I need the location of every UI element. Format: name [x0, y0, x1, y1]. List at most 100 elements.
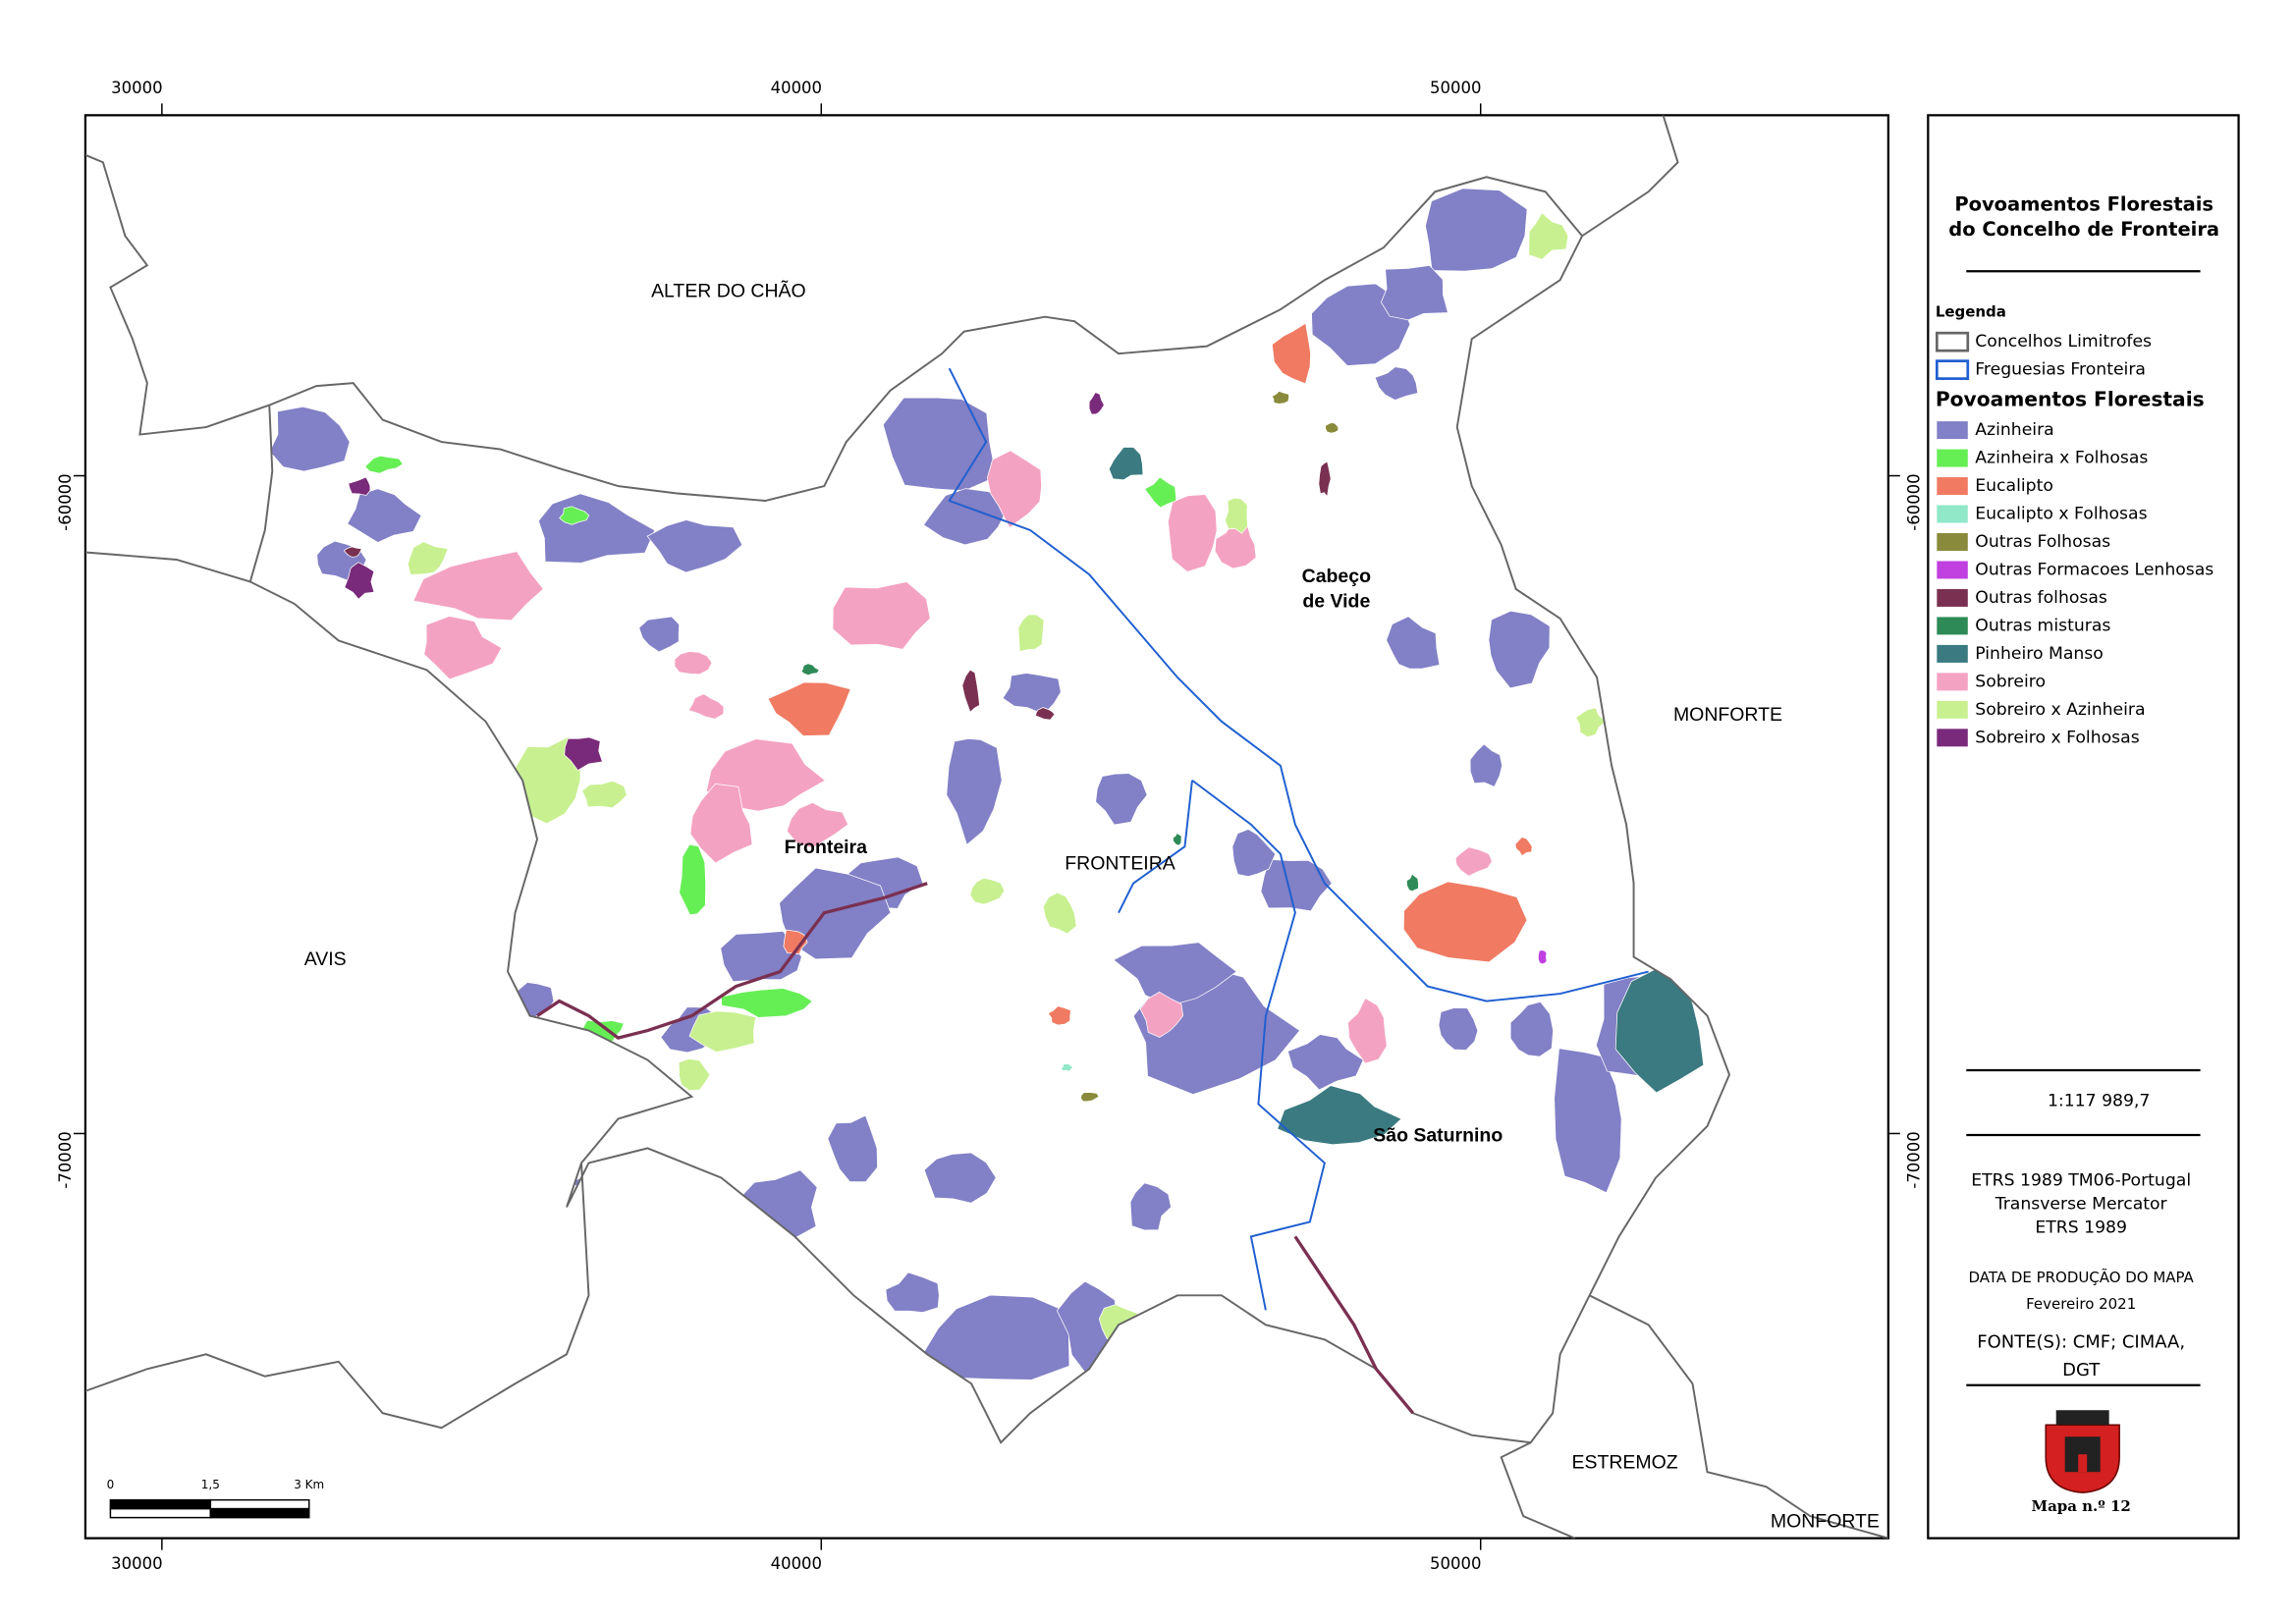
- place-label: ALTER DO CHÃO: [651, 278, 806, 301]
- forest-patch: [922, 1294, 1070, 1380]
- legend-swatch: [1937, 700, 1968, 719]
- forest-patch: [1514, 837, 1533, 857]
- forest-patch: [1425, 188, 1528, 272]
- forest-patch: [344, 562, 375, 600]
- forest-patch: [581, 780, 628, 809]
- forest-patch: [1469, 743, 1503, 787]
- date-text: Fevereiro 2021: [2026, 1295, 2136, 1313]
- date-label: DATA DE PRODUÇÃO DO MAPA: [1969, 1268, 2195, 1286]
- scale-bar-label: 1,5: [201, 1478, 220, 1491]
- scale-bar-label: 3 Km: [294, 1478, 324, 1491]
- forest-patch: [638, 616, 681, 653]
- forest-patch: [1095, 773, 1148, 826]
- forest-patch: [827, 1114, 878, 1183]
- forest-patch: [364, 455, 404, 474]
- forest-patch: [1168, 494, 1218, 572]
- forest-patch: [348, 476, 371, 496]
- place-label: Cabeço: [1302, 566, 1371, 587]
- forest-patch: [1108, 447, 1144, 481]
- place-label: MONFORTE: [1673, 704, 1782, 726]
- forest-patch: [1080, 1092, 1100, 1103]
- legend-swatch: [1937, 532, 1968, 551]
- forest-patch: [767, 681, 851, 736]
- boundaries: [84, 115, 1888, 1539]
- forest-patch: [1347, 998, 1388, 1064]
- y-tick-label: -60000: [56, 473, 75, 530]
- place-label: São Saturnino: [1373, 1125, 1503, 1147]
- legend-label: Pinheiro Manso: [1975, 644, 2104, 664]
- legend-swatch: [1937, 477, 1968, 496]
- forest-patch: [1042, 892, 1077, 935]
- legend-frame: [1927, 114, 2240, 1540]
- boundary-line: [84, 1163, 590, 1430]
- legend: Concelhos Limitrofes Freguesias Fronteira…: [1935, 331, 2214, 747]
- place-label: ESTREMOZ: [1571, 1451, 1677, 1473]
- legend-label: Sobreiro x Folhosas: [1975, 728, 2139, 747]
- forest-patch: [679, 843, 707, 916]
- coordinate-ticks: 30000 30000 40000 40000 50000 50000 -60000 -600…: [56, 79, 1923, 1573]
- forest-patch: [1277, 1085, 1402, 1146]
- forest-patch: [1034, 707, 1056, 721]
- forest-patch: [946, 737, 1003, 846]
- forest-patch: [923, 1152, 997, 1204]
- forest-patch: [969, 877, 1006, 905]
- scale-bar-segment: [109, 1507, 212, 1519]
- x-tick-label: 50000: [1430, 79, 1481, 97]
- forest-patch: [1318, 460, 1332, 498]
- projection-text: ETRS 1989: [2035, 1218, 2127, 1237]
- forest-patch: [1143, 476, 1177, 509]
- forest-patch: [1454, 846, 1493, 877]
- legend-swatch: [1935, 331, 1970, 352]
- forest-patch: [783, 929, 808, 955]
- forest-patch: [687, 693, 725, 720]
- projection-text: ETRS 1989 TM06-Portugal: [1971, 1170, 2191, 1190]
- legend-label: Outras folhosas: [1975, 588, 2107, 608]
- place-label: de Vide: [1302, 591, 1370, 613]
- river-line: [536, 882, 928, 1040]
- legend-swatch: [1937, 588, 1968, 607]
- forest-patch: [269, 406, 351, 472]
- forest-stands: [269, 188, 1705, 1380]
- y-tick-label: -70000: [56, 1131, 75, 1188]
- forest-patch: [1488, 610, 1551, 689]
- forest-patch: [564, 736, 603, 772]
- forest-patch: [1224, 497, 1248, 534]
- forest-patch: [1113, 942, 1237, 1006]
- scale-bar-segment: [209, 1507, 310, 1519]
- legend-swatch: [1937, 729, 1968, 747]
- x-tick-label: 30000: [111, 1554, 162, 1573]
- map-number: Mapa n.º 12: [2032, 1497, 2131, 1515]
- forest-patch: [1438, 1007, 1479, 1051]
- forest-patch: [1231, 829, 1277, 878]
- x-tick-label: 40000: [771, 79, 822, 97]
- legend-swatch: [1937, 617, 1968, 635]
- forest-patch: [1575, 707, 1607, 738]
- forest-patch: [786, 801, 849, 849]
- sources-text: FONTE(S): CMF; CIMAA,: [1977, 1331, 2185, 1352]
- forest-patch: [674, 651, 713, 676]
- place-labels: ALTER DO CHÃO MONFORTE AVIS ESTREMOZ MONFORT…: [304, 278, 1880, 1532]
- legend-swatch: [1935, 359, 1970, 380]
- forest-patch: [1528, 212, 1569, 260]
- forest-patch: [646, 519, 743, 573]
- forest-patch: [343, 546, 362, 558]
- emblem-crown: [2055, 1410, 2109, 1426]
- legend-swatch: [1937, 505, 1968, 523]
- legend-label: Eucalipto x Folhosas: [1975, 505, 2147, 524]
- legend-swatch: [1937, 644, 1968, 663]
- place-label: MONFORTE: [1771, 1510, 1880, 1532]
- scale-bar-segment: [209, 1498, 310, 1510]
- forest-patch: [1271, 322, 1311, 385]
- forest-patch: [961, 669, 980, 713]
- forest-patch: [1386, 616, 1441, 670]
- river-line: [1293, 1235, 1415, 1415]
- neighbor-boundaries: [84, 115, 1888, 1539]
- legend-section: Povoamentos Florestais: [1936, 388, 2205, 411]
- forest-patch: [559, 506, 590, 525]
- map-title: do Concelho de Fronteira: [1948, 218, 2219, 241]
- y-tick-label: -70000: [1904, 1131, 1923, 1188]
- forest-patch: [1061, 1063, 1074, 1072]
- legend-label: Azinheira: [1975, 420, 2053, 440]
- place-label: AVIS: [304, 948, 347, 970]
